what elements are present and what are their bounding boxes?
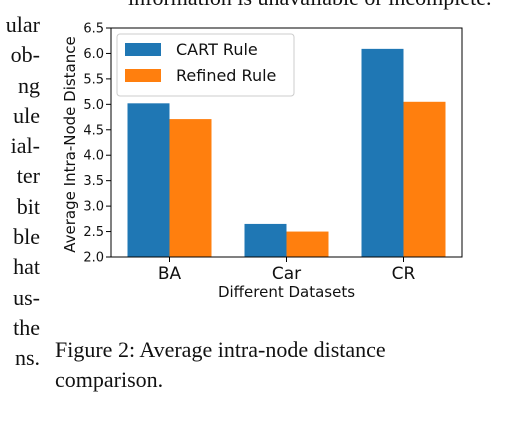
y-tick-label: 6.5: [83, 22, 104, 37]
y-tick-label: 2.5: [83, 225, 104, 240]
bar-cart-rule-car: [244, 223, 287, 257]
truncated-body-text-top: information is unavailable or incomplete…: [128, 0, 492, 11]
left-text-line: ble: [13, 224, 40, 250]
plot-frame: [110, 27, 463, 258]
x-axis-label: Different Datasets: [218, 283, 355, 301]
legend-swatch-cart-rule: [125, 43, 161, 56]
y-axis-ticks: 2.0 2.5 3.0 3.5 4.0 4.5 5.0 5.5 6.0 6.5: [83, 22, 111, 266]
legend-box: [116, 33, 295, 97]
left-text-line: ng: [18, 72, 40, 98]
y-tick-label: 5.5: [83, 72, 104, 87]
y-tick-label: 5.0: [83, 98, 104, 113]
y-tick-label: 6.0: [83, 47, 104, 62]
figure-caption: Figure 2: Average intra-node distance co…: [55, 337, 386, 392]
x-axis-ticks: BA Car CR: [158, 257, 416, 284]
y-tick-label: 3.5: [83, 174, 104, 189]
bar-cart-rule-cr: [361, 48, 404, 258]
left-text-line: hat: [13, 254, 40, 280]
y-tick-label: 3.0: [83, 200, 104, 215]
x-tick-label: BA: [158, 264, 182, 284]
left-text-line: ns.: [14, 345, 40, 371]
left-text-line: us-: [13, 284, 40, 310]
truncated-body-text-left: ular ob- ng ule ial- ter bit ble hat us-…: [0, 10, 40, 374]
left-text-line: ter: [16, 163, 40, 189]
legend-label-cart-rule: CART Rule: [176, 40, 258, 59]
bar-refined-rule-car: [286, 231, 329, 257]
bar-refined-rule-ba: [169, 119, 212, 257]
y-axis-label: Average Intra-Node Distance: [61, 36, 79, 252]
left-text-line: bit: [16, 193, 40, 219]
left-text-line: ule: [13, 102, 40, 128]
y-tick-label: 2.0: [83, 251, 104, 266]
bars-group: [127, 48, 446, 258]
bar-refined-rule-cr: [403, 101, 446, 258]
legend-swatch-refined-rule: [125, 69, 161, 82]
left-text-line: ular: [5, 12, 40, 37]
legend: CART Rule Refined Rule: [116, 33, 295, 97]
left-text-line: ial-: [10, 133, 40, 159]
left-text-line: ob-: [10, 42, 40, 68]
bar-cart-rule-ba: [127, 103, 170, 257]
left-text-line: the: [13, 314, 40, 340]
legend-label-refined-rule: Refined Rule: [176, 66, 276, 85]
x-tick-label: CR: [392, 264, 416, 284]
y-tick-label: 4.0: [83, 149, 104, 164]
y-tick-label: 4.5: [83, 123, 104, 138]
x-tick-label: Car: [272, 264, 301, 284]
